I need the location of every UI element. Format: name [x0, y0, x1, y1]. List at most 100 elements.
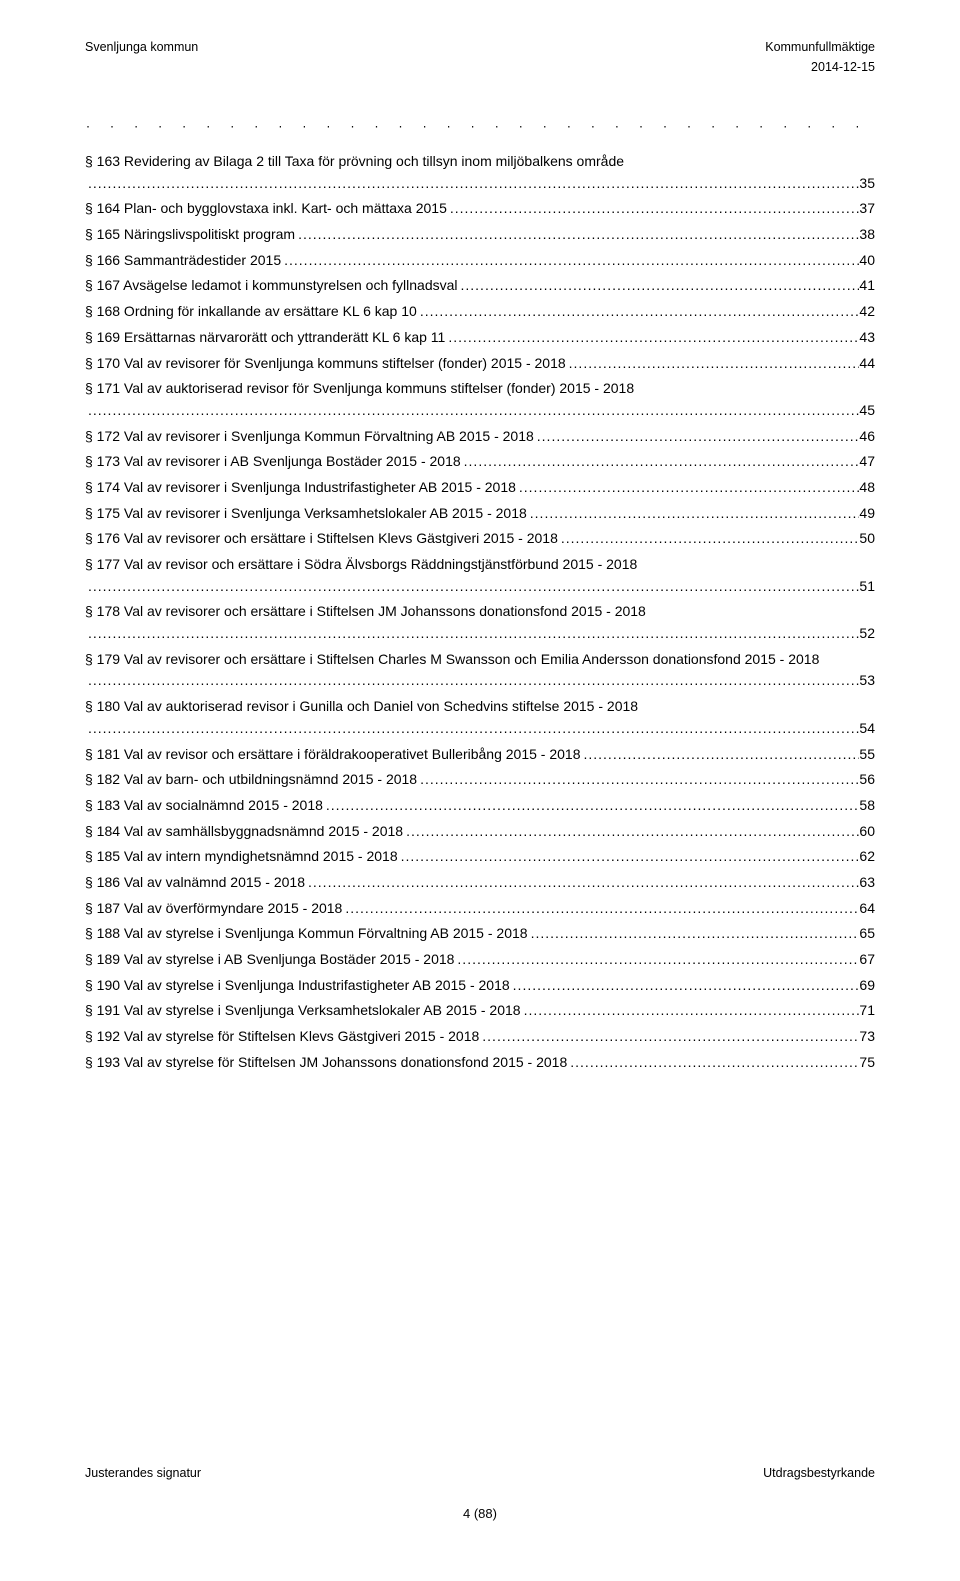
- toc-entry: § 177 Val av revisor och ersättare i Söd…: [85, 554, 875, 597]
- toc-page-number: 51: [859, 576, 875, 598]
- toc-title: § 178 Val av revisorer och ersättare i S…: [85, 601, 875, 623]
- toc-page-number: 45: [859, 400, 875, 422]
- toc-leader-line: § 193 Val av styrelse för Stiftelsen JM …: [85, 1052, 875, 1074]
- toc-dots: ........................................…: [447, 198, 860, 220]
- page-number: 4 (88): [85, 1506, 875, 1521]
- page-container: Svenljunga kommun Kommunfullmäktige 2014…: [0, 0, 960, 1581]
- toc-page-number: 43: [859, 327, 875, 349]
- toc-title: § 189 Val av styrelse i AB Svenljunga Bo…: [85, 949, 454, 971]
- toc-entry: § 190 Val av styrelse i Svenljunga Indus…: [85, 975, 875, 997]
- toc-title: § 177 Val av revisor och ersättare i Söd…: [85, 554, 875, 576]
- toc-dots: ........................................…: [342, 898, 859, 920]
- toc-page-number: 50: [859, 528, 875, 550]
- toc-entry: § 173 Val av revisorer i AB Svenljunga B…: [85, 451, 875, 473]
- toc-entry: § 181 Val av revisor och ersättare i för…: [85, 744, 875, 766]
- toc-dots: ........................................…: [323, 795, 860, 817]
- toc-entry: § 178 Val av revisorer och ersättare i S…: [85, 601, 875, 644]
- toc-page-number: 35: [859, 173, 875, 195]
- toc-dots: ........................................…: [566, 353, 860, 375]
- toc-leader-line: § 181 Val av revisor och ersättare i för…: [85, 744, 875, 766]
- toc-entry: § 175 Val av revisorer i Svenljunga Verk…: [85, 503, 875, 525]
- toc-leader-line: § 185 Val av intern myndighetsnämnd 2015…: [85, 846, 875, 868]
- toc-dots: ........................................…: [398, 846, 860, 868]
- toc-leader-line: § 169 Ersättarnas närvarorätt och yttran…: [85, 327, 875, 349]
- toc-entry: § 184 Val av samhällsbyggnadsnämnd 2015 …: [85, 821, 875, 843]
- toc-dots: ........................................…: [417, 301, 860, 323]
- toc-entry: § 165 Näringslivspolitiskt program .....…: [85, 224, 875, 246]
- toc-leader-line: § 164 Plan- och bygglovstaxa inkl. Kart-…: [85, 198, 875, 220]
- toc-dots: ........................................…: [527, 503, 860, 525]
- toc-dots: ........................................…: [516, 477, 860, 499]
- toc-entry: § 186 Val av valnämnd 2015 - 2018 ......…: [85, 872, 875, 894]
- toc-dots: ........................................…: [510, 975, 860, 997]
- toc-leader-line: § 174 Val av revisorer i Svenljunga Indu…: [85, 477, 875, 499]
- toc-leader-line: § 170 Val av revisorer för Svenljunga ko…: [85, 353, 875, 375]
- toc-leader-line: § 173 Val av revisorer i AB Svenljunga B…: [85, 451, 875, 473]
- toc-page-number: 64: [859, 898, 875, 920]
- toc-page-number: 52: [859, 623, 875, 645]
- toc-dots: ........................................…: [403, 821, 859, 843]
- toc-leader-line: § 186 Val av valnämnd 2015 - 2018 ......…: [85, 872, 875, 894]
- toc-dots: ........................................…: [85, 623, 859, 645]
- toc-leader-line: ........................................…: [85, 173, 875, 195]
- toc-title: § 183 Val av socialnämnd 2015 - 2018: [85, 795, 323, 817]
- toc-page-number: 67: [859, 949, 875, 971]
- toc-title: § 165 Näringslivspolitiskt program: [85, 224, 295, 246]
- footer-left-label: Justerandes signatur: [85, 1466, 201, 1480]
- toc-dots: ........................................…: [417, 769, 859, 791]
- toc-entry: § 170 Val av revisorer för Svenljunga ko…: [85, 353, 875, 375]
- toc-page-number: 44: [859, 353, 875, 375]
- toc-dots: ........................................…: [479, 1026, 859, 1048]
- toc-title: § 163 Revidering av Bilaga 2 till Taxa f…: [85, 151, 875, 173]
- toc-title: § 169 Ersättarnas närvarorätt och yttran…: [85, 327, 445, 349]
- toc-leader-line: ........................................…: [85, 400, 875, 422]
- toc-page-number: 53: [859, 670, 875, 692]
- header-date: 2014-12-15: [85, 60, 875, 74]
- toc-leader-line: ........................................…: [85, 576, 875, 598]
- toc-entry: § 179 Val av revisorer och ersättare i S…: [85, 649, 875, 692]
- toc-page-number: 54: [859, 718, 875, 740]
- toc-leader-line: § 172 Val av revisorer i Svenljunga Komm…: [85, 426, 875, 448]
- toc-entry: § 174 Val av revisorer i Svenljunga Indu…: [85, 477, 875, 499]
- toc-title: § 166 Sammanträdestider 2015: [85, 250, 281, 272]
- toc-dots: ........................................…: [295, 224, 859, 246]
- toc-title: § 185 Val av intern myndighetsnämnd 2015…: [85, 846, 398, 868]
- toc-leader-line: § 175 Val av revisorer i Svenljunga Verk…: [85, 503, 875, 525]
- toc-leader-line: § 182 Val av barn- och utbildningsnämnd …: [85, 769, 875, 791]
- toc-leader-line: § 176 Val av revisorer och ersättare i S…: [85, 528, 875, 550]
- toc-page-number: 37: [859, 198, 875, 220]
- toc-leader-line: § 190 Val av styrelse i Svenljunga Indus…: [85, 975, 875, 997]
- toc-page-number: 69: [859, 975, 875, 997]
- toc-entry: § 193 Val av styrelse för Stiftelsen JM …: [85, 1052, 875, 1074]
- toc-entry: § 188 Val av styrelse i Svenljunga Kommu…: [85, 923, 875, 945]
- toc-page-number: 71: [859, 1000, 875, 1022]
- toc-dots: ........................................…: [521, 1000, 860, 1022]
- toc-page-number: 42: [859, 301, 875, 323]
- toc-entry: § 192 Val av styrelse för Stiftelsen Kle…: [85, 1026, 875, 1048]
- decorative-dots: · · · · · · · · · · · · · · · · · · · · …: [85, 122, 875, 133]
- toc-page-number: 56: [859, 769, 875, 791]
- toc-leader-line: § 191 Val av styrelse i Svenljunga Verks…: [85, 1000, 875, 1022]
- toc-page-number: 48: [859, 477, 875, 499]
- toc-title: § 182 Val av barn- och utbildningsnämnd …: [85, 769, 417, 791]
- page-header: Svenljunga kommun Kommunfullmäktige: [85, 40, 875, 54]
- toc-title: § 191 Val av styrelse i Svenljunga Verks…: [85, 1000, 521, 1022]
- toc-title: § 187 Val av överförmyndare 2015 - 2018: [85, 898, 342, 920]
- toc-entry: § 164 Plan- och bygglovstaxa inkl. Kart-…: [85, 198, 875, 220]
- toc-title: § 171 Val av auktoriserad revisor för Sv…: [85, 378, 875, 400]
- toc-title: § 174 Val av revisorer i Svenljunga Indu…: [85, 477, 516, 499]
- toc-leader-line: § 184 Val av samhällsbyggnadsnämnd 2015 …: [85, 821, 875, 843]
- toc-leader-line: § 192 Val av styrelse för Stiftelsen Kle…: [85, 1026, 875, 1048]
- toc-entry: § 180 Val av auktoriserad revisor i Guni…: [85, 696, 875, 739]
- toc-entry: § 172 Val av revisorer i Svenljunga Komm…: [85, 426, 875, 448]
- toc-title: § 173 Val av revisorer i AB Svenljunga B…: [85, 451, 461, 473]
- toc-page-number: 38: [859, 224, 875, 246]
- toc-page-number: 40: [859, 250, 875, 272]
- toc-entry: § 189 Val av styrelse i AB Svenljunga Bo…: [85, 949, 875, 971]
- toc-entry: § 191 Val av styrelse i Svenljunga Verks…: [85, 1000, 875, 1022]
- toc-page-number: 58: [859, 795, 875, 817]
- header-right: Kommunfullmäktige: [765, 40, 875, 54]
- toc-page-number: 63: [859, 872, 875, 894]
- toc-entry: § 185 Val av intern myndighetsnämnd 2015…: [85, 846, 875, 868]
- toc-dots: ........................................…: [534, 426, 860, 448]
